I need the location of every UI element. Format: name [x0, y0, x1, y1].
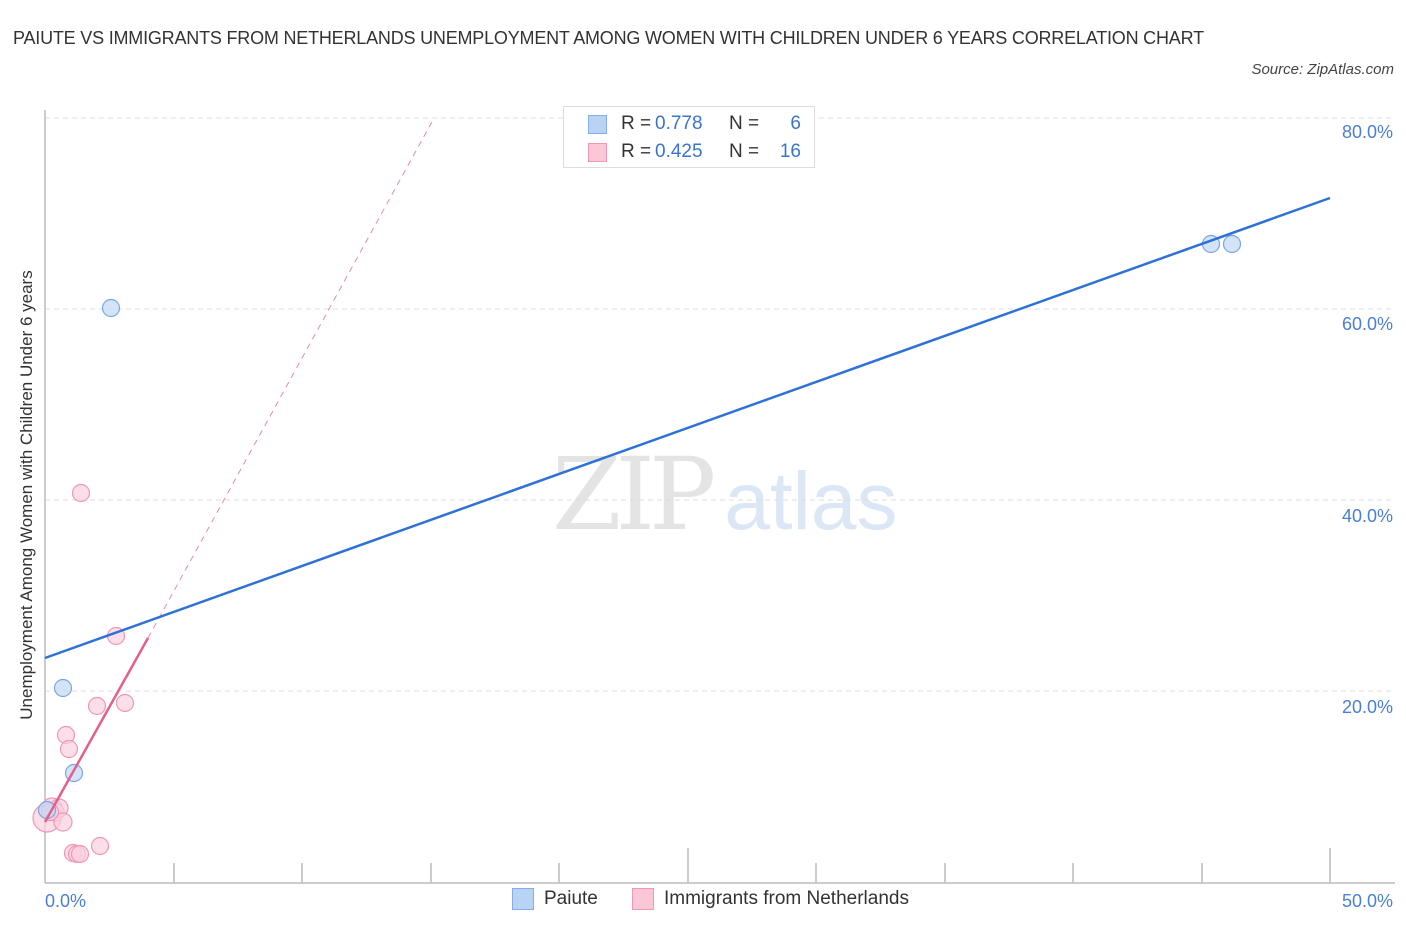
stats-legend: R = 0.778 N = 6 R = 0.425 N = 16	[563, 106, 815, 168]
netherlands-trend-extension	[147, 119, 434, 639]
netherlands-legend-swatch-icon	[632, 888, 654, 910]
n-label: N =	[729, 113, 760, 134]
netherlands-swatch-icon	[588, 142, 607, 162]
paiute-trend-line	[44, 196, 1331, 660]
watermark-atlas: atlas	[724, 456, 898, 547]
y-tick-40: 40.0%	[1341, 506, 1393, 526]
axes	[44, 110, 1395, 884]
stats-row-netherlands: R = 0.425 N = 16	[588, 140, 801, 164]
y-axis-label: Unemployment Among Women with Children U…	[17, 270, 36, 720]
legend-label: Immigrants from Netherlands	[664, 888, 909, 909]
legend-label: Paiute	[544, 888, 598, 909]
chart-title: PAIUTE VS IMMIGRANTS FROM NETHERLANDS UN…	[13, 28, 1204, 48]
n-label: N =	[729, 141, 760, 162]
n-value: 6	[790, 113, 801, 134]
gridlines	[45, 117, 1395, 692]
y-tick-80: 80.0%	[1341, 122, 1393, 142]
paiute-legend-swatch-icon	[512, 888, 534, 910]
r-value: 0.778	[655, 113, 703, 134]
source-credit: Source: ZipAtlas.com	[1251, 61, 1394, 78]
y-tick-60: 60.0%	[1341, 314, 1393, 334]
netherlands-trend-line	[43, 637, 150, 823]
y-tick-20: 20.0%	[1341, 697, 1393, 717]
legend-item-paiute[interactable]: Paiute	[512, 888, 598, 910]
paiute-swatch-icon	[588, 114, 607, 134]
x-tick-50: 50.0%	[1341, 891, 1393, 911]
zipatlas-watermark: ZIP atlas	[552, 440, 898, 557]
r-label: R =	[621, 141, 652, 162]
r-label: R =	[621, 113, 652, 134]
watermark-zip: ZIP	[552, 436, 716, 553]
paiute-points	[37, 234, 1242, 820]
n-value: 16	[779, 141, 801, 162]
x-tick-0: 0.0%	[45, 891, 87, 911]
r-value: 0.425	[655, 141, 703, 162]
stats-row-paiute: R = 0.778 N = 6	[588, 112, 801, 136]
legend-item-netherlands[interactable]: Immigrants from Netherlands	[632, 888, 909, 910]
